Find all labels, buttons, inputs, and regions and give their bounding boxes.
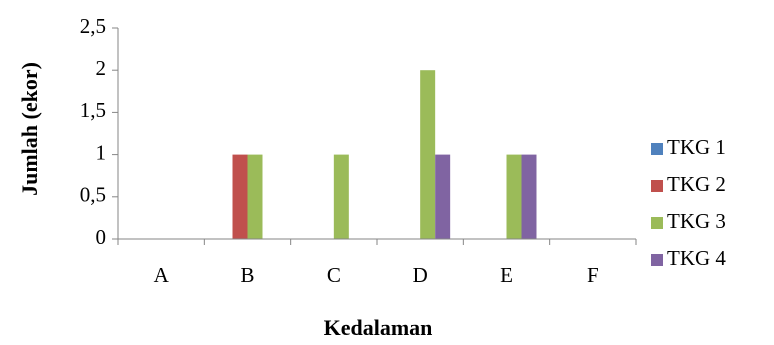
legend-swatch [651,180,663,192]
y-tick-label: 2 [96,56,107,80]
bar [506,154,522,239]
y-tick-label: 0 [96,225,107,249]
y-tick-label: 2,5 [80,14,106,38]
plot-area: 0 0,5 1 1,5 2 2,5 A B C D E F [80,14,637,287]
x-tick-label: C [327,263,341,287]
legend-swatch [651,217,663,229]
y-tick-label: 1 [96,140,107,164]
x-tick-label: F [587,263,599,287]
bar [247,154,263,239]
x-tick-label: E [500,263,513,287]
legend-label: TKG 3 [667,209,726,233]
legend-label: TKG 2 [667,172,726,196]
x-tick-label: A [154,263,170,287]
y-tick-label: 0,5 [80,183,106,207]
bar [333,154,349,239]
bar [435,154,451,239]
x-tick-label: B [240,263,254,287]
x-axis-title: Kedalaman [324,315,433,340]
bar [232,154,248,239]
y-tick-label: 1,5 [80,98,106,122]
bar [420,70,436,239]
legend-label: TKG 4 [667,246,726,270]
y-axis-title: Jumlah (ekor) [17,62,42,196]
legend-label: TKG 1 [667,135,726,159]
legend-swatch [651,143,663,155]
x-tick-label: D [413,263,428,287]
bar [521,154,537,239]
legend-swatch [651,254,663,266]
legend: TKG 1 TKG 2 TKG 3 TKG 4 [651,135,726,270]
